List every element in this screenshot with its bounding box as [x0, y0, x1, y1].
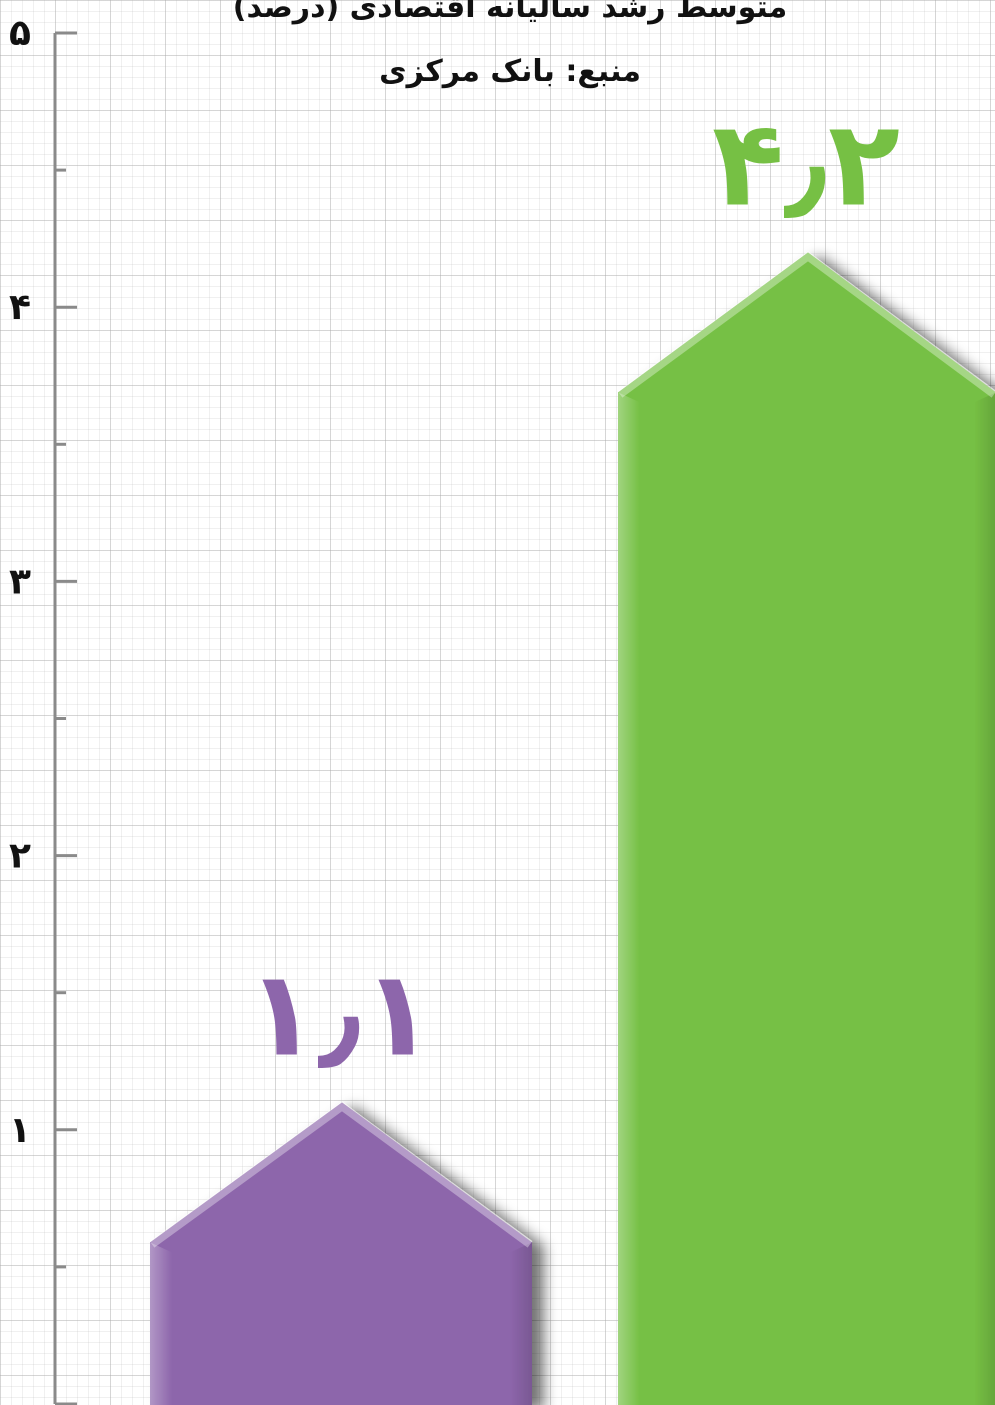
bar-bevel-right — [510, 1242, 532, 1405]
y-tick-label: ۵ — [9, 13, 31, 54]
bar-group — [617, 251, 995, 1405]
bar-roof-highlight — [617, 251, 995, 398]
bars — [149, 251, 995, 1405]
bar-value-label: ۱٫۱ — [246, 944, 434, 1082]
bar — [150, 1102, 532, 1405]
y-tick-label: ۱ — [9, 1110, 31, 1151]
chart-title: متوسط رشد سالیانه اقتصادی (درصد) — [232, 0, 788, 25]
y-tick-label: ۳ — [9, 561, 31, 602]
bar-bevel-right — [974, 392, 995, 1405]
bar — [618, 252, 995, 1405]
value-labels: ۱٫۱ ۴٫۲ — [246, 94, 900, 1082]
bar-bevel-left — [150, 1242, 172, 1405]
y-tick-label: ۴ — [9, 287, 31, 328]
bar-value-label: ۴٫۲ — [712, 94, 900, 232]
bar-bevel-left — [618, 392, 640, 1405]
bar-roof-highlight — [149, 1101, 533, 1248]
bar-group — [149, 1101, 533, 1405]
y-axis: ۱ ۲ ۳ ۴ ۵ — [9, 13, 77, 1405]
y-tick-label: ۲ — [9, 836, 31, 877]
chart-subtitle: منبع: بانک مرکزی — [379, 54, 641, 89]
